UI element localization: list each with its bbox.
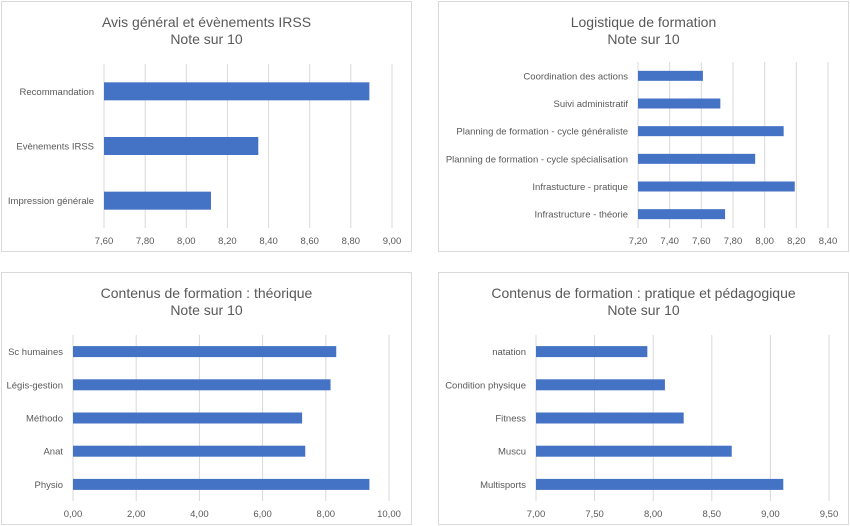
- x-tick-label: 8,00: [317, 509, 336, 520]
- bar: [104, 82, 370, 101]
- bar: [536, 445, 732, 457]
- bar: [638, 181, 795, 192]
- chart-title: Avis général et évènements IRSS: [101, 14, 312, 30]
- category-label: Evènements IRSS: [16, 142, 94, 153]
- x-tick-label: 7,80: [724, 236, 743, 247]
- bar: [536, 478, 784, 490]
- chart-panel-avis-general: Avis général et évènements IRSS Note sur…: [1, 1, 412, 252]
- x-tick-label: 8,60: [300, 236, 319, 247]
- bar-chart-logistique: 7,20 7,40 7,60 7,80 8,00 8,20 8,40 Coordination…: [446, 62, 838, 247]
- x-tick-label: 8,20: [218, 236, 237, 247]
- category-label: Multisports: [480, 480, 526, 491]
- bar: [638, 98, 721, 109]
- bar-chart-contenus-pratique: 7,00 7,50 8,00 8,50 9,00 9,50 natation Conditio…: [445, 335, 839, 520]
- x-tick-label: 7,50: [585, 509, 604, 520]
- x-tick-label: 9,00: [761, 509, 780, 520]
- x-tick-label: 8,40: [819, 236, 838, 247]
- chart-title: Logistique de formation: [570, 14, 717, 30]
- chart-title: Contenus de formation : théorique: [100, 285, 313, 301]
- x-tick-label: 8,00: [177, 236, 196, 247]
- bar: [104, 137, 259, 155]
- bar: [638, 70, 703, 81]
- bar-chart-avis-general: 7,60 7,80 8,00 8,20 8,40 8,60 8,80 9,00 Recomman…: [8, 64, 402, 247]
- x-tick-label: 7,60: [692, 236, 711, 247]
- x-tick-label: 8,50: [703, 509, 722, 520]
- category-label: Planning de formation - cycle généralist…: [456, 127, 628, 138]
- bar: [73, 445, 306, 457]
- bar: [536, 379, 665, 391]
- x-tick-label: 7,20: [629, 236, 648, 247]
- bar: [536, 346, 648, 358]
- x-tick-label: 4,00: [190, 509, 209, 520]
- chart-panel-contenus-pratique: Contenus de formation : pratique et péda…: [438, 272, 849, 525]
- bar: [638, 153, 756, 164]
- bar: [73, 379, 331, 391]
- bar: [73, 478, 370, 490]
- bar: [73, 346, 337, 358]
- category-label: Fitness: [495, 414, 526, 425]
- bar: [638, 209, 726, 220]
- x-tick-label: 8,80: [342, 236, 361, 247]
- chart-subtitle: Note sur 10: [170, 31, 243, 47]
- category-label: Méthodo: [26, 414, 63, 425]
- category-label: natation: [492, 347, 526, 358]
- x-tick-label: 2,00: [127, 509, 146, 520]
- category-label: Coordination des actions: [523, 71, 628, 82]
- x-tick-label: 8,40: [259, 236, 278, 247]
- category-label: Muscu: [498, 447, 526, 458]
- x-tick-label: 7,00: [527, 509, 546, 520]
- category-label: Infrastucture - pratique: [532, 182, 628, 193]
- chart-panel-logistique: Logistique de formation Note sur 10 7,20…: [438, 1, 849, 252]
- category-label: Physio: [34, 480, 63, 491]
- category-label: Anat: [43, 447, 63, 458]
- bar-chart-contenus-theorique: 0,00 2,00 4,00 6,00 8,00 10,00 Sc humaines Légi…: [6, 335, 401, 520]
- x-tick-label: 8,00: [755, 236, 774, 247]
- category-label: Infrastructure - théorie: [535, 210, 628, 221]
- x-tick-label: 0,00: [64, 509, 83, 520]
- chart-subtitle: Note sur 10: [170, 302, 243, 318]
- bar: [638, 126, 784, 137]
- x-tick-label: 9,50: [820, 509, 839, 520]
- category-label: Suivi administratif: [554, 99, 629, 110]
- x-tick-label: 6,00: [253, 509, 272, 520]
- chart-title-block: Avis général et évènements IRSS Note sur…: [2, 14, 411, 48]
- category-label: Sc humaines: [8, 347, 63, 358]
- category-label: Condition physique: [445, 380, 526, 391]
- category-label: Planning de formation - cycle spécialisa…: [446, 154, 628, 165]
- category-label: Légis-gestion: [6, 380, 63, 391]
- x-tick-label: 7,80: [136, 236, 155, 247]
- chart-subtitle: Note sur 10: [607, 31, 680, 47]
- x-tick-label: 8,20: [787, 236, 806, 247]
- category-label: Impression générale: [8, 196, 94, 207]
- x-tick-label: 7,40: [660, 236, 679, 247]
- chart-title: Contenus de formation : pratique et péda…: [491, 285, 796, 301]
- x-tick-label: 7,60: [95, 236, 114, 247]
- x-tick-label: 8,00: [644, 509, 663, 520]
- chart-subtitle: Note sur 10: [607, 302, 680, 318]
- chart-title-block: Logistique de formation Note sur 10: [439, 14, 848, 48]
- x-tick-label: 10,00: [377, 509, 401, 520]
- bar: [104, 191, 211, 210]
- x-tick-label: 9,00: [383, 236, 402, 247]
- bar: [73, 412, 303, 424]
- chart-title-block: Contenus de formation : pratique et péda…: [439, 285, 848, 319]
- bar: [536, 412, 684, 424]
- category-label: Recommandation: [20, 87, 94, 98]
- chart-title-block: Contenus de formation : théorique Note s…: [2, 285, 411, 319]
- chart-panel-contenus-theorique: Contenus de formation : théorique Note s…: [1, 272, 412, 525]
